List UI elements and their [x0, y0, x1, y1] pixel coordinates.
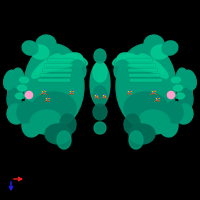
Ellipse shape: [175, 104, 193, 124]
Ellipse shape: [24, 44, 84, 128]
Ellipse shape: [60, 114, 76, 134]
FancyBboxPatch shape: [45, 63, 73, 67]
Ellipse shape: [114, 60, 130, 80]
Ellipse shape: [124, 57, 154, 69]
Ellipse shape: [30, 110, 62, 134]
Ellipse shape: [36, 35, 56, 53]
Ellipse shape: [176, 93, 184, 99]
Ellipse shape: [22, 41, 38, 55]
Ellipse shape: [165, 101, 183, 123]
Ellipse shape: [120, 57, 148, 67]
Circle shape: [167, 91, 175, 99]
Ellipse shape: [138, 110, 170, 134]
Ellipse shape: [90, 62, 110, 106]
Ellipse shape: [94, 49, 106, 63]
Ellipse shape: [129, 57, 159, 71]
Ellipse shape: [124, 92, 168, 124]
Ellipse shape: [144, 35, 164, 53]
Ellipse shape: [18, 85, 26, 91]
Ellipse shape: [176, 68, 192, 104]
Ellipse shape: [93, 86, 107, 106]
Ellipse shape: [179, 88, 193, 112]
Ellipse shape: [17, 101, 35, 123]
Ellipse shape: [129, 131, 143, 149]
FancyBboxPatch shape: [128, 68, 158, 72]
Ellipse shape: [129, 124, 155, 144]
Ellipse shape: [116, 56, 142, 66]
Ellipse shape: [94, 122, 106, 134]
Ellipse shape: [117, 53, 135, 67]
Ellipse shape: [151, 45, 169, 59]
Ellipse shape: [4, 70, 16, 90]
FancyBboxPatch shape: [129, 73, 160, 77]
Ellipse shape: [65, 54, 87, 66]
FancyBboxPatch shape: [130, 78, 162, 82]
Ellipse shape: [58, 56, 84, 66]
Ellipse shape: [124, 114, 140, 134]
Ellipse shape: [57, 131, 71, 149]
Ellipse shape: [134, 55, 164, 75]
Ellipse shape: [113, 54, 135, 66]
Ellipse shape: [31, 45, 49, 59]
Ellipse shape: [22, 111, 42, 137]
FancyBboxPatch shape: [38, 78, 70, 82]
Circle shape: [25, 91, 33, 99]
Ellipse shape: [162, 41, 178, 55]
Ellipse shape: [93, 62, 107, 82]
Ellipse shape: [70, 60, 86, 80]
FancyBboxPatch shape: [127, 63, 155, 67]
Ellipse shape: [174, 85, 182, 91]
FancyBboxPatch shape: [40, 73, 71, 77]
Ellipse shape: [32, 92, 76, 124]
Ellipse shape: [8, 68, 24, 104]
Ellipse shape: [93, 104, 107, 120]
Ellipse shape: [36, 55, 66, 75]
Ellipse shape: [184, 70, 196, 90]
Ellipse shape: [116, 44, 176, 128]
Ellipse shape: [45, 124, 71, 144]
FancyBboxPatch shape: [126, 58, 153, 62]
FancyBboxPatch shape: [47, 58, 74, 62]
Ellipse shape: [20, 77, 28, 83]
Ellipse shape: [140, 54, 168, 78]
FancyBboxPatch shape: [42, 68, 72, 72]
Ellipse shape: [41, 57, 71, 71]
Ellipse shape: [46, 57, 76, 69]
Ellipse shape: [7, 104, 25, 124]
Ellipse shape: [16, 93, 24, 99]
Ellipse shape: [32, 54, 60, 78]
Ellipse shape: [65, 53, 83, 67]
Ellipse shape: [172, 77, 180, 83]
Ellipse shape: [158, 111, 178, 137]
Ellipse shape: [52, 57, 80, 67]
Ellipse shape: [7, 88, 21, 112]
